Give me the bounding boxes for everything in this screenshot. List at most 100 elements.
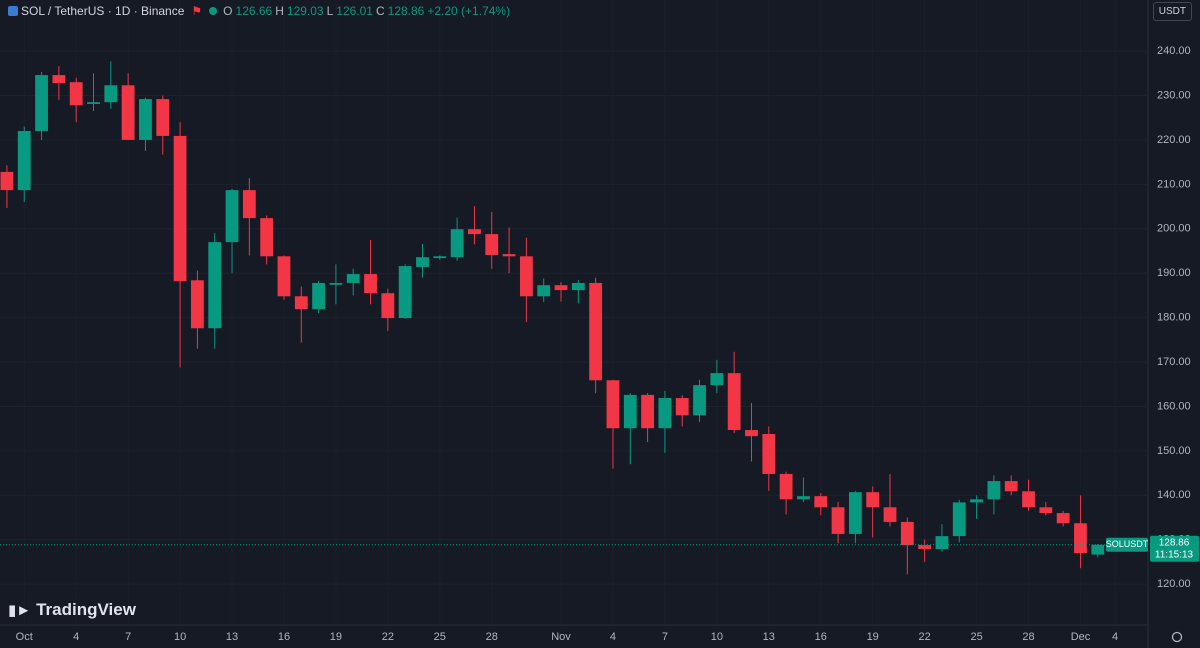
price-tag xyxy=(1150,535,1199,562)
candle-body xyxy=(1056,513,1070,524)
y-tick-label: 150.00 xyxy=(1157,445,1191,457)
currency-button[interactable]: USDT xyxy=(1152,2,1192,21)
x-tick-label: 16 xyxy=(278,631,290,643)
candle-body xyxy=(242,190,256,219)
symbol-tag-label: SOLUSDT xyxy=(1106,539,1149,549)
candle-body xyxy=(952,502,966,537)
candle-body xyxy=(1091,544,1105,555)
candle-body xyxy=(675,398,689,416)
brand-logo[interactable]: ▮► TradingView xyxy=(8,600,136,620)
brand-mark: ▮► xyxy=(8,602,32,619)
candle-body xyxy=(537,285,551,297)
candle-body xyxy=(502,254,516,257)
symbol-tag xyxy=(1106,537,1148,552)
candle-body xyxy=(606,380,620,429)
x-tick-label: 22 xyxy=(382,631,394,643)
candle-body xyxy=(623,394,637,429)
x-tick-label: 13 xyxy=(763,631,775,643)
x-tick-label: 28 xyxy=(1022,631,1034,643)
settings-icon[interactable] xyxy=(1171,631,1183,643)
candle-body xyxy=(433,256,447,259)
candle-body xyxy=(1022,491,1035,508)
brand-name: TradingView xyxy=(36,600,136,619)
x-tick-label: 7 xyxy=(662,631,668,643)
candle-body xyxy=(710,373,724,386)
candle-body xyxy=(658,398,672,429)
legend: SOL / TetherUS · 1D · Binance ⚑ O 126.66 … xyxy=(8,3,510,19)
y-tick-label: 240.00 xyxy=(1157,45,1191,57)
candle-body xyxy=(69,82,83,106)
status-dot xyxy=(209,7,218,15)
candle-body xyxy=(104,85,118,103)
candle-body xyxy=(831,507,845,534)
candle-body xyxy=(693,385,706,416)
candle-body xyxy=(398,266,412,319)
candle-body xyxy=(571,282,585,291)
candle-body xyxy=(225,190,239,243)
x-tick-label: 25 xyxy=(434,631,446,643)
flag-icon[interactable]: ⚑ xyxy=(191,4,203,18)
x-tick-label: 7 xyxy=(125,631,131,643)
candle-body xyxy=(35,75,48,132)
candle-body xyxy=(139,99,152,140)
candle-body xyxy=(17,131,31,191)
ohlc-value: 129.03 xyxy=(286,4,324,18)
x-tick-label: 22 xyxy=(919,631,931,643)
candle-body xyxy=(1039,507,1053,514)
y-tick-label: 230.00 xyxy=(1157,89,1191,101)
candle-body xyxy=(156,99,170,136)
x-tick-label: 13 xyxy=(226,631,238,643)
y-tick-label: 170.00 xyxy=(1157,356,1191,368)
candle-body xyxy=(727,373,741,430)
candle-body xyxy=(900,521,914,546)
price-tag-label: 128.86 xyxy=(1159,537,1190,548)
candle-body xyxy=(0,171,14,191)
candle-body xyxy=(987,481,1001,500)
x-tick-label: Oct xyxy=(16,631,33,643)
candle-body xyxy=(121,85,135,140)
candle-body xyxy=(346,274,360,283)
candle-body xyxy=(848,492,862,534)
candle-body xyxy=(329,282,343,285)
candle-body xyxy=(1004,481,1018,492)
x-tick-label: 25 xyxy=(970,631,982,643)
y-tick-label: 210.00 xyxy=(1157,178,1191,190)
x-tick-label: 28 xyxy=(486,631,498,643)
countdown-label: 11:15:13 xyxy=(1155,549,1194,560)
x-tick-label: Dec xyxy=(1071,631,1091,643)
candle-body xyxy=(87,102,100,104)
y-tick-label: 220.00 xyxy=(1157,134,1191,146)
x-tick-label: Nov xyxy=(551,631,571,643)
candle-body xyxy=(173,135,187,282)
candle-body xyxy=(866,492,880,508)
candle-body xyxy=(485,234,499,255)
candle-body xyxy=(450,229,464,258)
candle-body xyxy=(814,496,828,508)
candle-body xyxy=(762,433,776,474)
candle-body xyxy=(381,293,395,319)
ohlc-key: O xyxy=(223,4,233,18)
x-tick-label: 19 xyxy=(867,631,879,643)
y-tick-label: 190.00 xyxy=(1157,267,1191,279)
x-tick-label: 4 xyxy=(610,631,616,643)
candle-body xyxy=(554,285,568,291)
x-tick-label: 19 xyxy=(330,631,342,643)
candle-body xyxy=(260,218,274,257)
ohlc-key: C xyxy=(375,4,385,18)
ohlc-value: 128.86 xyxy=(387,4,425,18)
candle-body xyxy=(589,282,603,381)
y-tick-label: 200.00 xyxy=(1157,223,1191,235)
candle-body xyxy=(1074,523,1087,554)
x-tick-label: 4 xyxy=(1112,631,1118,643)
y-tick-label: 140.00 xyxy=(1157,489,1191,501)
x-tick-label: 10 xyxy=(174,631,186,643)
symbol-title[interactable]: SOL / TetherUS · 1D · Binance xyxy=(21,4,185,18)
candle-body xyxy=(745,429,758,437)
candle-body xyxy=(52,75,66,84)
candle-body xyxy=(312,282,326,310)
candle-body xyxy=(641,394,654,429)
candle-body xyxy=(797,496,810,500)
candle-body xyxy=(779,473,793,500)
